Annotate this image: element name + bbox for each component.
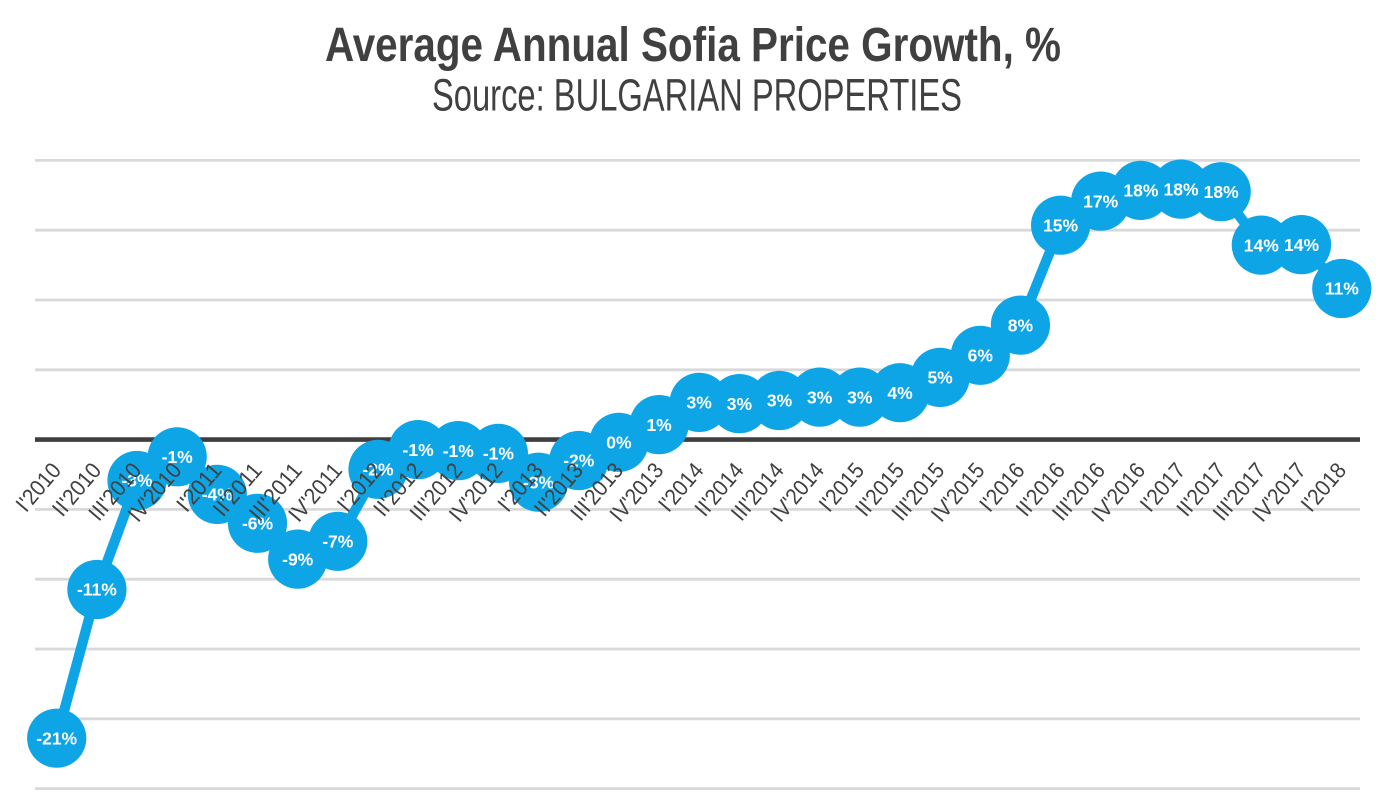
svg-text:-3%: -3% bbox=[523, 472, 555, 492]
svg-text:8%: 8% bbox=[1008, 315, 1034, 335]
svg-text:-1%: -1% bbox=[162, 447, 194, 467]
svg-text:Average Annual Sofia Price Gro: Average Annual Sofia Price Growth, % bbox=[325, 19, 1061, 72]
svg-text:-11%: -11% bbox=[77, 580, 117, 600]
svg-text:17%: 17% bbox=[1083, 191, 1118, 211]
svg-text:1%: 1% bbox=[646, 415, 672, 435]
svg-text:11%: 11% bbox=[1325, 279, 1359, 299]
svg-text:18%: 18% bbox=[1123, 181, 1158, 201]
svg-text:5%: 5% bbox=[927, 368, 953, 388]
svg-text:-21%: -21% bbox=[36, 728, 77, 748]
svg-text:18%: 18% bbox=[1163, 179, 1198, 199]
svg-text:-1%: -1% bbox=[403, 440, 435, 460]
svg-text:3%: 3% bbox=[847, 387, 873, 407]
svg-text:-9%: -9% bbox=[282, 549, 314, 569]
svg-text:-2%: -2% bbox=[362, 460, 394, 480]
svg-text:18%: 18% bbox=[1204, 182, 1239, 202]
svg-text:14%: 14% bbox=[1284, 235, 1319, 255]
svg-text:3%: 3% bbox=[807, 387, 833, 407]
svg-text:3%: 3% bbox=[727, 394, 753, 414]
svg-text:3%: 3% bbox=[687, 393, 713, 413]
svg-text:-3%: -3% bbox=[121, 471, 153, 491]
svg-text:-6%: -6% bbox=[242, 514, 274, 534]
svg-text:0%: 0% bbox=[606, 433, 632, 453]
svg-text:-1%: -1% bbox=[483, 444, 515, 464]
svg-text:Source: BULGARIAN PROPERTIES: Source: BULGARIAN PROPERTIES bbox=[432, 70, 962, 121]
svg-text:-7%: -7% bbox=[322, 532, 354, 552]
svg-text:3%: 3% bbox=[767, 391, 793, 411]
svg-text:-1%: -1% bbox=[443, 441, 475, 461]
svg-text:-4%: -4% bbox=[202, 485, 234, 505]
svg-text:4%: 4% bbox=[887, 383, 913, 403]
svg-text:6%: 6% bbox=[968, 346, 994, 366]
svg-text:14%: 14% bbox=[1244, 235, 1279, 255]
svg-text:15%: 15% bbox=[1043, 215, 1078, 235]
svg-text:-2%: -2% bbox=[563, 451, 595, 471]
